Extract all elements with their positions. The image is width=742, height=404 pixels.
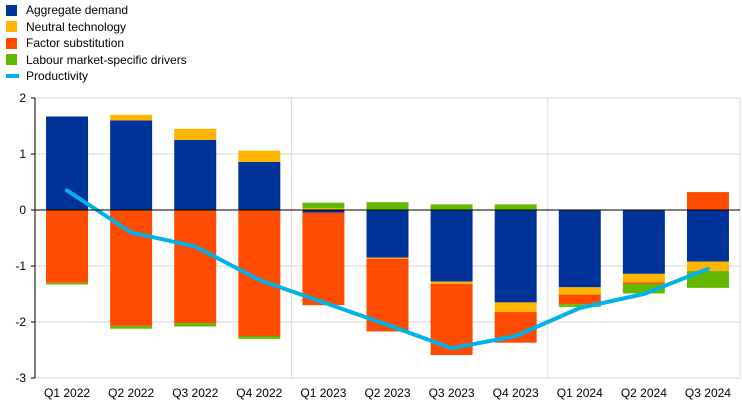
bar-labour-market-specific-drivers-q3-2022 [174,323,217,327]
bar-neutral-technology-q1-2023 [302,208,345,210]
bar-labour-market-specific-drivers-q4-2023 [494,204,537,210]
x-tick-label: Q3 2023 [429,386,475,400]
bar-factor-substitution-q1-2022 [46,210,89,283]
bar-factor-substitution-q2-2024 [622,282,665,284]
x-tick-label: Q2 2024 [621,386,667,400]
line-layer [65,188,710,351]
legend-swatch [6,37,17,49]
legend-item-neutral-technology: Neutral technology [6,19,187,36]
y-tick-label: 2 [19,91,26,105]
legend-swatch [6,21,17,33]
bar-aggregate-demand-q2-2024 [622,210,665,274]
line-productivity [65,188,710,351]
bar-aggregate-demand-q1-2024 [558,210,601,288]
bar-aggregate-demand-q2-2023 [366,210,409,258]
bar-aggregate-demand-q2-2022 [110,120,153,210]
bar-factor-substitution-q1-2023 [302,212,345,306]
x-tick-label: Q1 2024 [557,386,603,400]
bar-labour-market-specific-drivers-q1-2024 [558,304,601,307]
x-tick-label: Q4 2022 [236,386,282,400]
bar-labour-market-specific-drivers-q2-2023 [366,202,409,210]
chart-legend: Aggregate demand Neutral technology Factor… [6,2,187,85]
x-tick-label: Q4 2023 [493,386,539,400]
bar-aggregate-demand-q4-2023 [494,210,537,303]
legend-item-factor-substitution: Factor substitution [6,35,187,52]
x-tick-label: Q3 2022 [172,386,218,400]
legend-swatch [6,4,17,16]
bar-factor-substitution-q1-2024 [558,294,601,305]
bar-aggregate-demand-q1-2023 [302,210,345,213]
axis-layer: -3 -2 -1 0 1 2 Q1 2022 Q2 2022 Q3 2022 Q4 2022 Q1 … [15,91,740,400]
legend-item-aggregate-demand: Aggregate demand [6,2,187,19]
y-tick-label: 1 [19,147,26,161]
bar-neutral-technology-q4-2023 [494,302,537,312]
bar-factor-substitution-q2-2022 [110,210,153,326]
bar-labour-market-specific-drivers-q2-2022 [110,325,153,329]
bar-neutral-technology-q4-2022 [238,150,281,162]
y-tick-label: 0 [19,203,26,217]
y-tick-label: -1 [15,259,26,273]
legend-label: Factor substitution [26,36,125,51]
x-tick-label: Q1 2023 [300,386,346,400]
bar-neutral-technology-q2-2022 [110,114,153,121]
bar-aggregate-demand-q3-2024 [686,210,729,262]
x-tick-label: Q1 2022 [44,386,90,400]
y-tick-label: -3 [15,371,26,385]
bar-aggregate-demand-q3-2022 [174,140,217,210]
bar-labour-market-specific-drivers-q3-2024 [686,271,729,288]
legend-item-labour-market-specific-drivers: Labour market-specific drivers [6,52,187,69]
legend-label: Productivity [26,69,89,84]
x-tick-label: Q3 2024 [685,386,731,400]
bar-labour-market-specific-drivers-q1-2023 [302,202,345,209]
bar-neutral-technology-q1-2024 [558,287,601,295]
legend-label: Aggregate demand [26,3,129,18]
bar-aggregate-demand-q1-2022 [46,116,89,210]
bar-factor-substitution-q3-2022 [174,210,217,324]
bar-labour-market-specific-drivers-q4-2022 [238,336,281,339]
bar-neutral-technology-q3-2023 [430,281,473,284]
bar-aggregate-demand-q4-2022 [238,161,281,210]
bar-neutral-technology-q2-2023 [366,257,409,259]
legend-label: Neutral technology [26,19,127,34]
x-tick-label: Q2 2023 [364,386,410,400]
bar-labour-market-specific-drivers-q1-2022 [46,282,89,285]
x-tick-label: Q2 2022 [108,386,154,400]
legend-swatch [6,54,17,66]
legend-label: Labour market-specific drivers [26,52,187,67]
bar-factor-substitution-q3-2024 [686,192,729,210]
bar-aggregate-demand-q3-2023 [430,210,473,282]
bar-neutral-technology-q3-2022 [174,128,217,140]
legend-item-productivity: Productivity [6,68,187,85]
bar-labour-market-specific-drivers-q2-2024 [622,283,665,294]
legend-swatch [6,74,19,79]
bar-neutral-technology-q3-2024 [686,261,729,272]
bar-labour-market-specific-drivers-q3-2023 [430,204,473,210]
bar-neutral-technology-q2-2024 [622,273,665,283]
y-tick-label: -2 [15,315,26,329]
